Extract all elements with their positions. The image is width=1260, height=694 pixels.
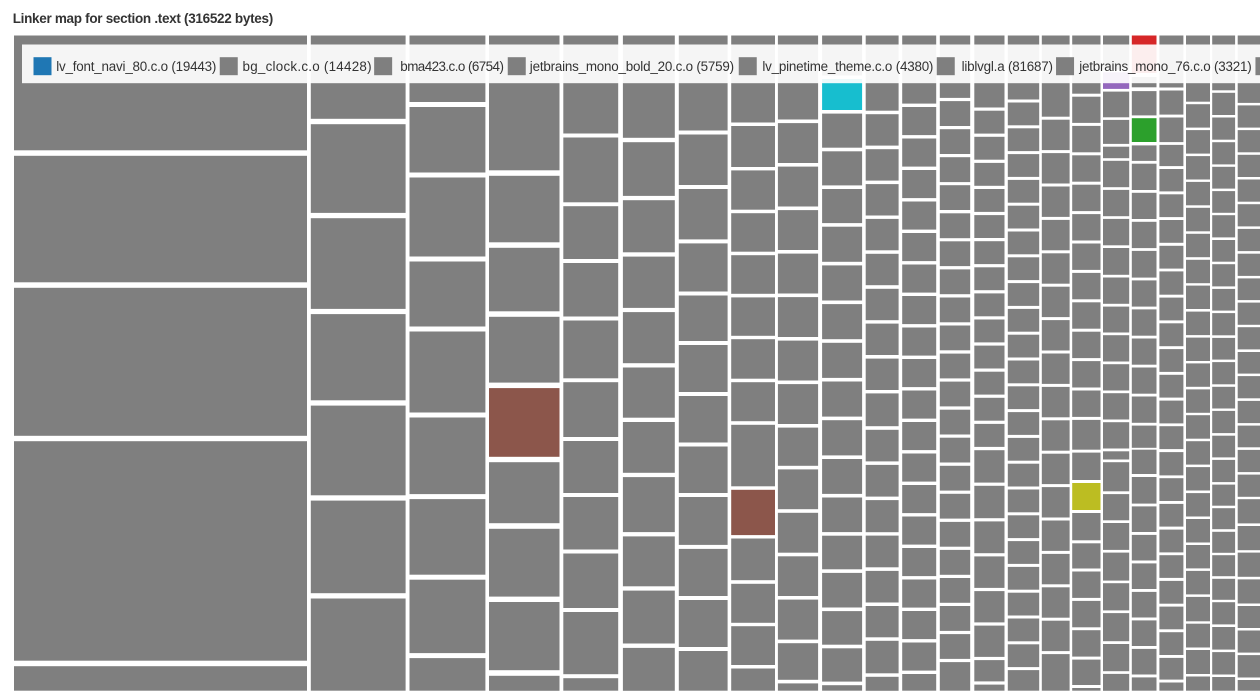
svg-text:bma423.c.o (6754): bma423.c.o (6754) xyxy=(400,59,503,74)
svg-text:jetbrains_mono_76.c.o (3321): jetbrains_mono_76.c.o (3321) xyxy=(1078,59,1251,74)
svg-text:Linker map for section .text (: Linker map for section .text (316522 byt… xyxy=(13,11,273,26)
svg-text:bg_clock.c.o (14428): bg_clock.c.o (14428) xyxy=(243,59,372,74)
svg-text:lv_font_navi_80.c.o (19443): lv_font_navi_80.c.o (19443) xyxy=(56,59,216,74)
svg-text:liblvgl.a (81687): liblvgl.a (81687) xyxy=(962,59,1053,74)
svg-text:lv_pinetime_theme.c.o (4380): lv_pinetime_theme.c.o (4380) xyxy=(762,59,933,74)
svg-text:jetbrains_mono_bold_20.c.o (57: jetbrains_mono_bold_20.c.o (5759) xyxy=(529,59,734,74)
